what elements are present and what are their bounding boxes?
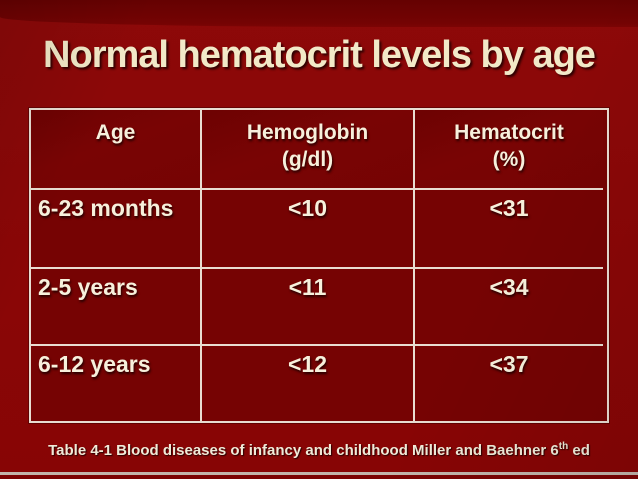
hemoglobin-cell-row3: <12 [202, 346, 415, 421]
header-hemoglobin-line1: Hemoglobin [246, 121, 369, 144]
hematocrit-cell-row3: <37 [489, 351, 529, 377]
hematocrit-cell-row1: <31 [415, 190, 603, 269]
hematocrit-levels-table: Age Hemoglobin (g/dl) Hematocrit (%) 6-2… [29, 108, 609, 423]
age-cell-row1: 6-23 months [31, 190, 202, 269]
header-cell-hemoglobin: Hemoglobin (g/dl) [202, 110, 415, 190]
bottom-edge-strip [0, 475, 638, 479]
header-hemoglobin-line2: (g/dl) [281, 148, 334, 171]
bottom-highlight-line [0, 472, 638, 475]
top-band-decoration [0, 0, 638, 27]
age-cell-row2: 2-5 years [31, 269, 202, 346]
caption-superscript: th [558, 441, 569, 452]
hematocrit-cell-row2: <34 [415, 269, 603, 346]
header-hematocrit-line1: Hematocrit [454, 121, 564, 144]
header-cell-age: Age [31, 110, 202, 190]
caption-text: Table 4-1 Blood diseases of infancy and … [48, 442, 559, 459]
header-age-line1: Age [95, 121, 136, 144]
header-hematocrit-line2: (%) [492, 148, 526, 171]
age-cell-row3: 6-12 years [31, 346, 202, 421]
header-cell-hematocrit: Hematocrit (%) [415, 110, 603, 190]
hemoglobin-cell-row1: <10 [202, 190, 415, 269]
slide-title: Normal hematocrit levels by age [43, 34, 596, 76]
hemoglobin-cell-row2: <11 [202, 269, 415, 346]
table-caption: Table 4-1 Blood diseases of infancy and … [0, 441, 638, 460]
caption-suffix: ed [568, 442, 590, 459]
